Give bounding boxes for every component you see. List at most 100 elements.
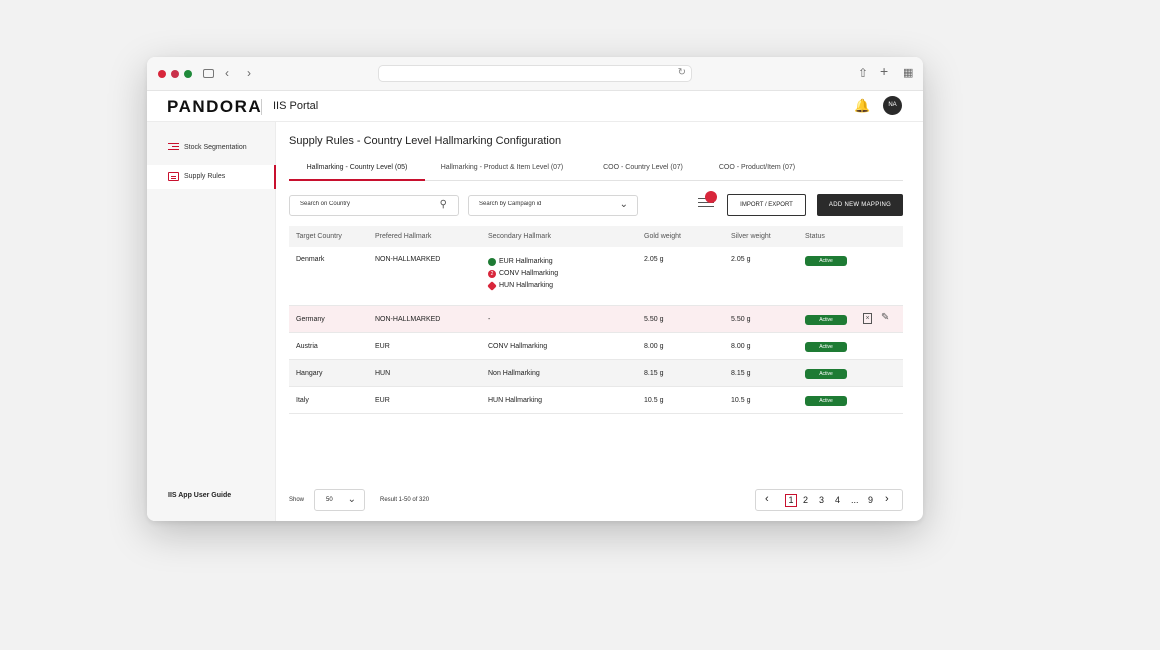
preferred-cell: NON-HALLMARKED <box>375 316 441 323</box>
hallmark-label: CONV Hallmarking <box>499 270 559 277</box>
table-row[interactable]: Hangary HUN Non Hallmarking 8.15 g 8.15 … <box>289 360 903 387</box>
gold-weight-cell: 8.00 g <box>644 343 664 350</box>
tab-bar: Hallmarking - Country Level (05) Hallmar… <box>289 159 903 181</box>
gold-weight-cell: 10.5 g <box>644 397 664 404</box>
new-tab-icon[interactable]: + <box>880 63 889 79</box>
status-badge: Active <box>805 256 847 266</box>
next-page-icon[interactable]: › <box>885 493 889 505</box>
delete-icon[interactable]: × <box>863 313 872 324</box>
browser-window: ‹ › ↻ ⇧ + ▦ PANDORA IIS Portal 🔔 NA Stoc… <box>147 57 923 521</box>
user-guide-link[interactable]: IIS App User Guide <box>168 492 232 499</box>
tab-coo-country[interactable]: COO - Country Level (07) <box>603 164 683 171</box>
page-size-value: 50 <box>326 497 333 503</box>
tab-coo-product[interactable]: COO - Product/Item (07) <box>718 164 796 171</box>
tab-overview-icon[interactable]: ▦ <box>903 67 914 79</box>
column-header: Silver weight <box>731 233 771 240</box>
header-divider <box>261 99 262 115</box>
hallmark-item: EUR Hallmarking <box>488 256 558 268</box>
country-cell: Austria <box>296 343 318 350</box>
page-3[interactable]: 3 <box>819 495 825 505</box>
tab-hallmarking-country[interactable]: Hallmarking - Country Level (05) <box>306 164 408 171</box>
table-row[interactable]: Denmark NON-HALLMARKED EUR Hallmarking 2… <box>289 247 903 306</box>
preferred-cell: EUR <box>375 343 390 350</box>
address-bar[interactable]: ↻ <box>378 65 692 82</box>
page-9[interactable]: 9 <box>868 495 874 505</box>
hallmark-item: 2 CONV Hallmarking <box>488 268 558 280</box>
sidebar-item-label: Supply Rules <box>184 173 226 180</box>
import-export-button[interactable]: IMPORT / EXPORT <box>727 194 806 216</box>
sidebar-item-supply-rules[interactable]: Supply Rules <box>147 165 276 189</box>
bell-icon[interactable]: 🔔 <box>854 98 871 113</box>
prev-page-icon[interactable]: ‹ <box>765 493 769 505</box>
country-cell: Italy <box>296 397 309 404</box>
page-4[interactable]: 4 <box>835 495 841 505</box>
add-new-mapping-button[interactable]: ADD NEW MAPPING <box>817 194 903 216</box>
pagination: ‹ 1 2 3 4 ... 9 › <box>755 489 903 511</box>
app-header: PANDORA IIS Portal 🔔 NA <box>147 91 923 122</box>
chevron-down-icon: ⌄ <box>619 199 628 210</box>
silver-weight-cell: 8.15 g <box>731 370 751 377</box>
campaign-input[interactable] <box>479 201 599 207</box>
table-row[interactable]: Germany NON-HALLMARKED - 5.50 g 5.50 g A… <box>289 306 903 333</box>
hallmarking-table: Target Country Prefered Hallmark Seconda… <box>289 226 903 414</box>
table-row[interactable]: Austria EUR CONV Hallmarking 8.00 g 8.00… <box>289 333 903 360</box>
column-header: Gold weight <box>644 233 681 240</box>
status-badge: Active <box>805 315 847 325</box>
hallmark-label: HUN Hallmarking <box>499 282 554 289</box>
page-1[interactable]: 1 <box>785 494 797 507</box>
gold-weight-cell: 5.50 g <box>644 316 664 323</box>
sidebar-item-stock-segmentation[interactable]: Stock Segmentation <box>147 136 276 160</box>
gold-weight-cell: 8.15 g <box>644 370 664 377</box>
column-header: Secondary Hallmark <box>488 233 552 240</box>
sidebar-toggle-icon[interactable] <box>203 69 214 78</box>
campaign-select[interactable]: ⌄ <box>468 195 638 216</box>
tab-hallmarking-product[interactable]: Hallmarking - Product & Item Level (07) <box>440 164 564 171</box>
search-input[interactable] <box>300 201 420 207</box>
main-content: Supply Rules - Country Level Hallmarking… <box>277 122 923 521</box>
number-badge-icon: 2 <box>488 270 496 278</box>
pandora-logo[interactable]: PANDORA <box>167 97 263 116</box>
secondary-cell: EUR Hallmarking 2 CONV Hallmarking HUN Ha… <box>487 256 558 292</box>
country-cell: Denmark <box>296 256 325 263</box>
secondary-cell: CONV Hallmarking <box>488 343 548 350</box>
list-icon <box>168 143 179 152</box>
country-cell: Germany <box>296 316 325 323</box>
table-header: Target Country Prefered Hallmark Seconda… <box>289 226 903 247</box>
reload-icon[interactable]: ↻ <box>677 67 686 78</box>
gold-weight-cell: 2.05 g <box>644 256 664 263</box>
forward-icon[interactable]: › <box>247 66 251 80</box>
search-icon[interactable]: ⚲ <box>439 199 447 210</box>
hallmark-label: EUR Hallmarking <box>499 258 553 265</box>
stop-icon <box>487 281 497 291</box>
column-header: Status <box>805 233 825 240</box>
check-circle-icon <box>488 258 496 266</box>
chevron-down-icon: ⌄ <box>347 494 356 505</box>
secondary-cell: Non Hallmarking <box>488 370 540 377</box>
silver-weight-cell: 2.05 g <box>731 256 751 263</box>
result-count: Result 1-50 of 320 <box>380 497 430 503</box>
status-badge: Active <box>805 396 847 406</box>
browser-toolbar: ‹ › ↻ ⇧ + ▦ <box>147 57 923 91</box>
active-tab-indicator <box>289 179 425 181</box>
secondary-cell: HUN Hallmarking <box>488 397 543 404</box>
document-icon <box>168 172 179 181</box>
close-window-button[interactable] <box>158 70 166 78</box>
avatar[interactable]: NA <box>883 96 902 115</box>
country-cell: Hangary <box>296 370 323 377</box>
page-size-select[interactable]: 50 ⌄ <box>314 489 365 511</box>
minimize-window-button[interactable] <box>171 70 179 78</box>
back-icon[interactable]: ‹ <box>225 66 229 80</box>
zoom-window-button[interactable] <box>184 70 192 78</box>
show-label: Show <box>289 497 305 503</box>
edit-icon[interactable]: ✎ <box>881 312 890 323</box>
share-icon[interactable]: ⇧ <box>858 66 869 80</box>
preferred-cell: EUR <box>375 397 390 404</box>
preferred-cell: NON-HALLMARKED <box>375 256 441 263</box>
table-row[interactable]: Italy EUR HUN Hallmarking 10.5 g 10.5 g … <box>289 387 903 414</box>
page-2[interactable]: 2 <box>803 495 809 505</box>
page-title: Supply Rules - Country Level Hallmarking… <box>289 135 562 147</box>
sidebar: Stock Segmentation Supply Rules IIS App … <box>147 122 276 521</box>
status-badge: Active <box>805 342 847 352</box>
sidebar-item-label: Stock Segmentation <box>184 144 247 151</box>
column-header: Prefered Hallmark <box>375 233 432 240</box>
